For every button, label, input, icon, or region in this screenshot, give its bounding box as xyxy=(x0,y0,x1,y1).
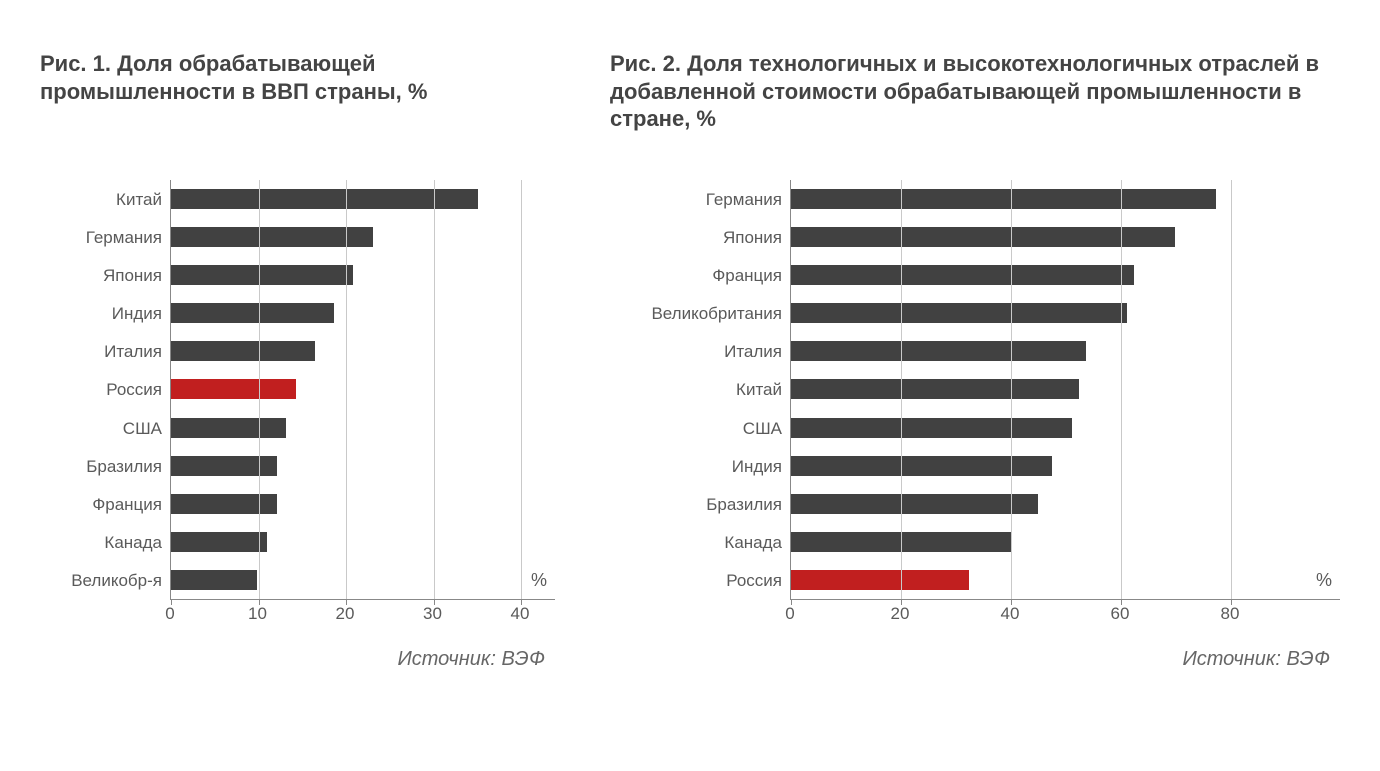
chart-1-source: Источник: ВЭФ xyxy=(40,648,555,671)
chart-2-bars xyxy=(791,180,1340,599)
chart-1-y-labels: Китай Германия Япония Индия Италия Россия США Б… xyxy=(40,180,170,600)
y-category-label: США xyxy=(610,420,782,437)
x-tick-label: 80 xyxy=(1221,604,1240,624)
chart-1-plot: % xyxy=(170,180,555,600)
bar xyxy=(791,456,1052,476)
bar xyxy=(171,456,277,476)
bar xyxy=(171,341,315,361)
bar xyxy=(791,341,1086,361)
y-category-label: Япония xyxy=(40,267,162,284)
grid-line xyxy=(434,180,435,599)
y-category-label: Китай xyxy=(40,191,162,208)
y-category-label: Япония xyxy=(610,229,782,246)
chart-1-plot-outer: Китай Германия Япония Индия Италия Россия США Б… xyxy=(40,180,555,600)
bar xyxy=(791,189,1216,209)
y-category-label: Россия xyxy=(40,381,162,398)
y-category-label: Индия xyxy=(40,305,162,322)
chart-1-area: Китай Германия Япония Индия Италия Россия США Б… xyxy=(40,180,555,628)
chart-2-title: Рис. 2. Доля технологичных и высокотехно… xyxy=(610,50,1340,170)
y-category-label: Индия xyxy=(610,458,782,475)
y-category-label: Россия xyxy=(610,572,782,589)
chart-2-plot: % xyxy=(790,180,1340,600)
x-tick-label: 0 xyxy=(165,604,174,624)
chart-2-y-labels: Германия Япония Франция Великобритания Итали… xyxy=(610,180,790,600)
bar xyxy=(791,265,1134,285)
chart-2-axis-unit: % xyxy=(1316,570,1332,591)
y-category-label: Китай xyxy=(610,381,782,398)
bar xyxy=(171,265,353,285)
bar xyxy=(171,570,257,590)
bar xyxy=(791,227,1175,247)
chart-1-title: Рис. 1. Доля обрабатывающей промышленнос… xyxy=(40,50,555,170)
bar xyxy=(171,532,267,552)
y-category-label: Великобр-я xyxy=(40,572,162,589)
x-tick-label: 20 xyxy=(891,604,910,624)
bar-highlight xyxy=(791,570,969,590)
grid-line xyxy=(259,180,260,599)
x-tick-label: 60 xyxy=(1111,604,1130,624)
grid-line xyxy=(1231,180,1232,599)
y-category-label: Бразилия xyxy=(610,496,782,513)
y-category-label: Канада xyxy=(610,534,782,551)
bar xyxy=(171,227,373,247)
page: Рис. 1. Доля обрабатывающей промышленнос… xyxy=(0,0,1380,771)
chart-1-axis-unit: % xyxy=(531,570,547,591)
y-category-label: Бразилия xyxy=(40,458,162,475)
x-tick-label: 40 xyxy=(511,604,530,624)
y-category-label: Италия xyxy=(610,343,782,360)
chart-2-area: Германия Япония Франция Великобритания Итали… xyxy=(610,180,1340,628)
x-tick-label: 20 xyxy=(336,604,355,624)
chart-1-panel: Рис. 1. Доля обрабатывающей промышленнос… xyxy=(40,50,555,751)
y-category-label: Франция xyxy=(610,267,782,284)
bar xyxy=(171,303,334,323)
bar xyxy=(171,418,286,438)
x-tick-label: 40 xyxy=(1001,604,1020,624)
y-category-label: Франция xyxy=(40,496,162,513)
grid-line xyxy=(346,180,347,599)
x-tick-label: 30 xyxy=(423,604,442,624)
chart-2-plot-outer: Германия Япония Франция Великобритания Итали… xyxy=(610,180,1340,600)
grid-line xyxy=(1011,180,1012,599)
bar xyxy=(171,189,478,209)
y-category-label: Германия xyxy=(610,191,782,208)
chart-2-panel: Рис. 2. Доля технологичных и высокотехно… xyxy=(610,50,1340,751)
x-tick-label: 0 xyxy=(785,604,794,624)
chart-1-bars xyxy=(171,180,555,599)
chart-2-x-ticks: 020406080 xyxy=(790,604,1230,628)
bar-highlight xyxy=(171,379,296,399)
y-category-label: Канада xyxy=(40,534,162,551)
x-tick-label: 10 xyxy=(248,604,267,624)
grid-line xyxy=(901,180,902,599)
grid-line xyxy=(1121,180,1122,599)
bar xyxy=(791,418,1072,438)
y-category-label: Германия xyxy=(40,229,162,246)
y-category-label: Италия xyxy=(40,343,162,360)
chart-2-source: Источник: ВЭФ xyxy=(610,648,1340,671)
bar xyxy=(791,303,1127,323)
y-category-label: Великобритания xyxy=(610,305,782,322)
bar xyxy=(791,494,1038,514)
bar xyxy=(791,379,1079,399)
bar xyxy=(171,494,277,514)
grid-line xyxy=(521,180,522,599)
y-category-label: США xyxy=(40,420,162,437)
chart-1-x-ticks: 010203040 xyxy=(170,604,520,628)
